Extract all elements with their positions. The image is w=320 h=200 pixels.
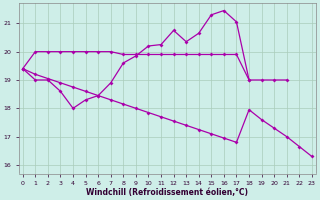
X-axis label: Windchill (Refroidissement éolien,°C): Windchill (Refroidissement éolien,°C) bbox=[86, 188, 248, 197]
